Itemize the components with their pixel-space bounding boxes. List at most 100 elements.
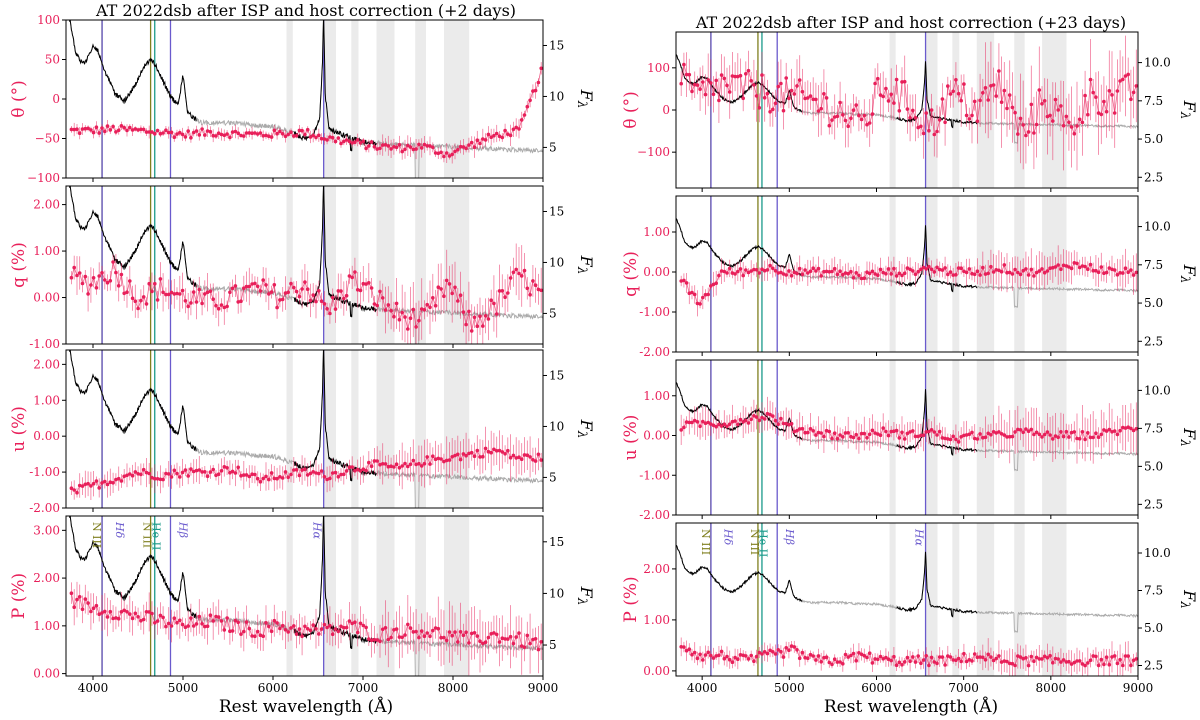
right-tick-label: 2.5 (1144, 334, 1163, 348)
y-tick-label: 1.00 (33, 244, 60, 258)
y-tick-label: 100 (37, 13, 60, 27)
panel-late: −100 0 100 2.5 5.0 7.5 10.0 θ (°) Fλ -2.00 -1.00 0.… (621, 31, 1199, 695)
y-axis-label: u (%) (9, 406, 29, 452)
plot-area (676, 523, 1138, 676)
x-tick-label: 8000 (438, 681, 469, 695)
shaded-band (286, 516, 293, 676)
left-panel-title: AT 2022dsb after ISP and host correction… (95, 1, 516, 20)
flux-spectrum (69, 20, 197, 122)
y-tick-label: 1.00 (643, 613, 670, 627)
plot-area (69, 516, 543, 676)
flux-spectrum (69, 350, 197, 452)
right-tick-label: 2.5 (1144, 497, 1163, 511)
x-tick-label: 7000 (948, 681, 979, 695)
line-label: Hα (913, 528, 926, 547)
y-tick-label: 0.00 (33, 667, 60, 681)
shaded-band (1042, 196, 1067, 352)
subplot-early-1: -1.00 0.00 1.00 2.00 5 10 15 q (%) Fλ (9, 185, 596, 351)
right-axis-label: Fλ (1178, 264, 1199, 284)
right-tick-label: 10 (549, 419, 564, 433)
shaded-band (415, 20, 426, 178)
shaded-band (415, 186, 426, 344)
line-label: N III (699, 529, 712, 555)
x-tick-label: 4000 (78, 681, 109, 695)
flux-spectrum-grey (69, 350, 543, 508)
right-tick-label: 10.0 (1144, 56, 1171, 70)
y-tick-label: 1.00 (33, 393, 60, 407)
flux-spectrum (896, 225, 978, 293)
right-tick-label: 10 (549, 255, 564, 269)
polarization-trace (71, 447, 542, 494)
y-tick-label: -1.00 (639, 468, 670, 482)
shaded-band (286, 186, 293, 344)
right-tick-label: 5 (549, 306, 557, 320)
y-tick-label: −100 (27, 171, 60, 185)
right-tick-label: 5.0 (1144, 132, 1163, 146)
right-x-axis-label: Rest wavelength (Å) (824, 696, 998, 717)
right-tick-label: 15 (549, 204, 564, 218)
right-tick-label: 7.5 (1144, 258, 1163, 272)
y-tick-label: 0.00 (33, 291, 60, 305)
y-tick-label: -2.00 (29, 501, 60, 515)
y-tick-label: -1.00 (639, 305, 670, 319)
x-tick-label: 5000 (774, 681, 805, 695)
x-tick-label: 5000 (168, 681, 199, 695)
right-tick-label: 10 (549, 89, 564, 103)
axes-frame (65, 349, 544, 509)
x-tick-label: 9000 (1123, 681, 1154, 695)
right-tick-label: 10.0 (1144, 220, 1171, 234)
y-tick-label: 0.00 (643, 664, 670, 678)
line-label: N III (90, 522, 103, 548)
shaded-band (889, 360, 896, 515)
axes-frame (675, 195, 1139, 353)
subplot-late-0: −100 0 100 2.5 5.0 7.5 10.0 θ (°) Fλ (621, 31, 1199, 192)
polarization-trace (681, 262, 1137, 305)
y-tick-label: 2.00 (33, 571, 60, 585)
y-tick-label: −100 (637, 145, 670, 159)
y-axis-label: u (%) (621, 415, 641, 461)
shaded-band (351, 516, 359, 676)
y-tick-label: 50 (45, 53, 60, 67)
subplot-early-2: -2.00 -1.00 0.00 1.00 2.00 5 10 15 u (%) Fλ (9, 349, 596, 515)
axes-frame (65, 19, 544, 179)
y-axis-label: P (%) (9, 573, 29, 619)
right-tick-label: 10 (549, 586, 564, 600)
shaded-band (286, 350, 293, 508)
polarization-trace (680, 413, 1137, 443)
shaded-band (351, 20, 359, 178)
subplot-late-1: -2.00 -1.00 0.00 1.00 2.5 5.0 7.5 10.0 q (%) Fλ (621, 195, 1199, 359)
line-label: He II (757, 529, 770, 557)
axes-frame (675, 359, 1139, 516)
right-tick-label: 7.5 (1144, 94, 1163, 108)
data-point (69, 127, 74, 132)
x-tick-label: 8000 (1036, 681, 1067, 695)
y-tick-label: -1.00 (29, 337, 60, 351)
plot-area (676, 196, 1138, 352)
line-label: Hα (311, 521, 324, 540)
shaded-band (976, 523, 995, 676)
y-tick-label: -2.00 (639, 508, 670, 522)
shaded-band (952, 32, 960, 188)
flux-spectrum-grey (69, 516, 543, 676)
shaded-band (889, 523, 896, 676)
plot-area (69, 350, 543, 508)
right-axis-label: Fλ (575, 255, 596, 275)
left-x-axis-label: Rest wavelength (Å) (219, 696, 393, 717)
plot-area (69, 20, 543, 178)
shaded-band (889, 32, 896, 188)
y-tick-label: 1.00 (33, 619, 60, 633)
right-tick-label: 5.0 (1144, 459, 1163, 473)
y-axis-label: q (%) (621, 251, 641, 297)
polarization-trace (71, 261, 542, 331)
right-tick-label: 7.5 (1144, 421, 1163, 435)
line-label: N III (140, 522, 153, 548)
y-tick-label: 0 (52, 92, 60, 106)
right-tick-label: 15 (549, 38, 564, 52)
y-axis-label: θ (°) (621, 91, 641, 128)
right-tick-label: 5 (549, 638, 557, 652)
shaded-band (952, 523, 960, 676)
data-point (69, 591, 74, 595)
x-tick-label: 9000 (528, 681, 559, 695)
y-tick-label: 2.00 (33, 357, 60, 371)
flux-spectrum (896, 551, 978, 618)
